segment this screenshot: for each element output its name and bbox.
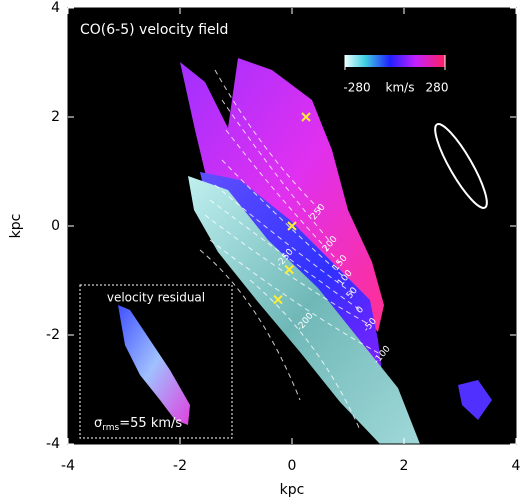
y-tick-label: 2	[51, 109, 60, 125]
sigma-symbol: σ	[94, 416, 102, 431]
contours	[199, 69, 383, 431]
x-tick-label: 4	[512, 458, 520, 474]
residual-field	[118, 305, 190, 425]
sigma-subscript: rms	[102, 423, 119, 433]
x-tick-label: 2	[400, 458, 409, 474]
y-tick-label: 4	[51, 0, 60, 16]
contour-label: 0	[355, 305, 367, 316]
x-tick-label: -4	[61, 458, 75, 474]
x-axis-label: kpc	[280, 482, 305, 498]
x-tick-label: -2	[173, 458, 187, 474]
colorbar-tick-label: -280	[343, 81, 370, 95]
y-tick-label: -2	[46, 327, 60, 343]
beam	[434, 123, 488, 209]
marker	[284, 264, 294, 275]
y-axis-label: kpc	[8, 214, 24, 239]
inset-sigma: σrms=55 km/s	[94, 416, 182, 433]
colorbar-tick-label: 280	[426, 81, 449, 95]
x-tick-label: 0	[288, 458, 297, 474]
marker	[287, 221, 297, 231]
chart-title: CO(6-5) velocity field	[80, 22, 228, 38]
velocity-field	[188, 176, 420, 444]
inset-title: velocity residual	[107, 291, 205, 305]
colorbar	[345, 55, 445, 67]
y-tick-label: 0	[51, 218, 60, 234]
sigma-value: =55 km/s	[119, 416, 182, 431]
colorbar-unit: km/s	[386, 81, 415, 95]
y-tick-label: -4	[46, 436, 60, 452]
marker	[301, 112, 311, 122]
marker	[273, 294, 283, 305]
velocity-field	[458, 380, 492, 420]
